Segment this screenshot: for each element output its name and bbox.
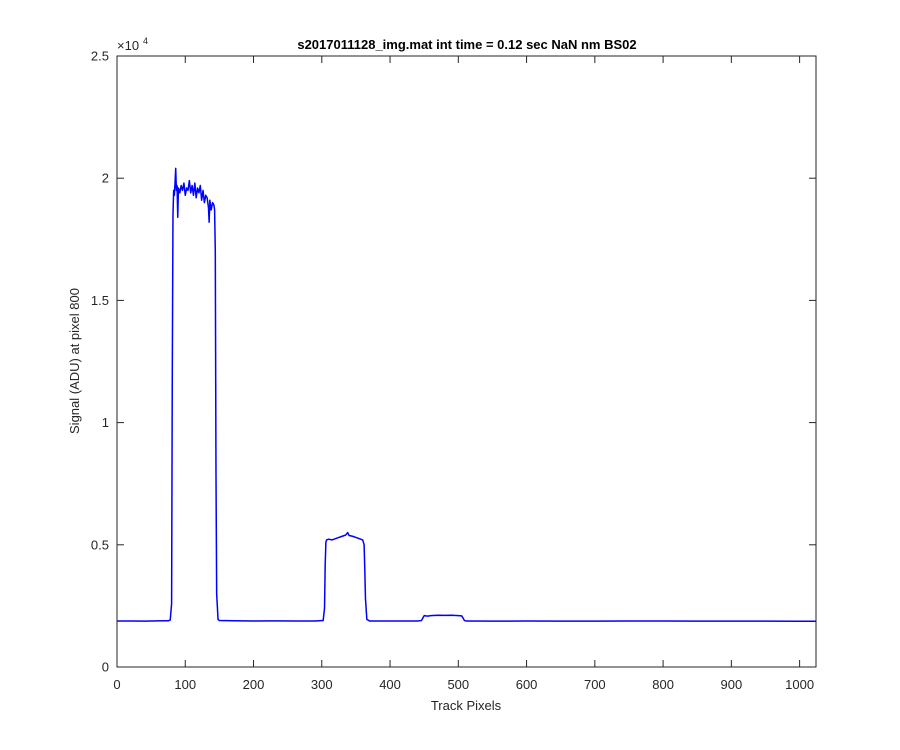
x-tick-label: 0 bbox=[113, 677, 120, 692]
x-tick-label: 200 bbox=[243, 677, 265, 692]
y-tick-label: 1.5 bbox=[91, 293, 109, 308]
x-tick-label: 500 bbox=[447, 677, 469, 692]
x-tick-label: 800 bbox=[652, 677, 674, 692]
y-exponent-label: ×10 4 bbox=[117, 36, 148, 53]
x-tick-label: 700 bbox=[584, 677, 606, 692]
series-layer bbox=[116, 167, 817, 623]
x-tick-label: 400 bbox=[379, 677, 401, 692]
chart-title: s2017011128_img.mat int time = 0.12 sec … bbox=[297, 37, 636, 52]
series-line bbox=[116, 167, 817, 623]
y-axis-ticks: 0 0.5 1 1.5 2 2.5 bbox=[91, 49, 816, 675]
x-tick-label: 1000 bbox=[785, 677, 814, 692]
x-tick-label: 100 bbox=[174, 677, 196, 692]
y-axis-title: Signal (ADU) at pixel 800 bbox=[67, 288, 82, 434]
x-tick-label: 900 bbox=[721, 677, 743, 692]
x-tick-label: 300 bbox=[311, 677, 333, 692]
y-tick-label: 0 bbox=[102, 660, 109, 675]
plot-frame bbox=[116, 55, 817, 668]
y-tick-label: 2 bbox=[102, 171, 109, 186]
y-exponent-power: 4 bbox=[143, 36, 148, 46]
y-exponent-base: ×10 bbox=[117, 38, 139, 53]
y-tick-label: 1 bbox=[102, 415, 109, 430]
x-axis-ticks: 0 100 200 300 400 500 600 700 800 900 1000 bbox=[113, 56, 814, 692]
x-tick-label: 600 bbox=[516, 677, 538, 692]
y-tick-label: 2.5 bbox=[91, 49, 109, 64]
x-axis-title: Track Pixels bbox=[431, 698, 502, 713]
y-tick-label: 0.5 bbox=[91, 537, 109, 552]
plot-area: 0 100 200 300 400 500 600 700 800 900 1000 0 0.5 1 1.… bbox=[91, 49, 817, 692]
